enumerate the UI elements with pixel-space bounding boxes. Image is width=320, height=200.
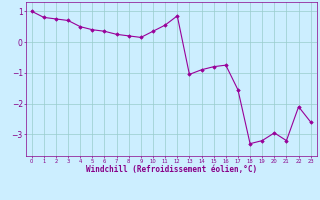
X-axis label: Windchill (Refroidissement éolien,°C): Windchill (Refroidissement éolien,°C) <box>86 165 257 174</box>
